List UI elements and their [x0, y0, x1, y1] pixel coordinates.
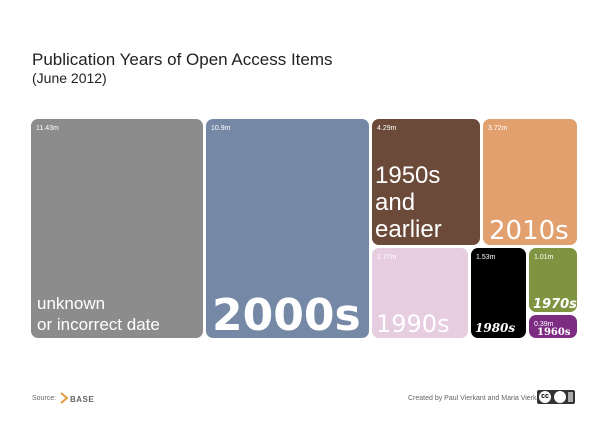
treemap-value-label: 4.29m — [377, 125, 397, 132]
treemap-cell-1: 10.9m 2000s — [206, 119, 369, 341]
treemap-value-label: 10.9m — [211, 125, 231, 132]
credit-text: Created by Paul Vierkant and Maria Vierk… — [408, 395, 547, 402]
treemap-cell-0: 11.43m unknown or incorrect date — [31, 119, 203, 338]
treemap-rect — [529, 315, 577, 338]
treemap-category-label: 1950s — [375, 162, 440, 189]
chart-subtitle: (June 2012) — [32, 70, 107, 86]
treemap-value-label: 1.53m — [476, 254, 496, 261]
source-label: Source: — [32, 395, 57, 402]
treemap-category-label: earlier — [375, 216, 442, 243]
treemap-category-label: 2000s — [212, 290, 361, 341]
treemap-rect — [31, 119, 203, 338]
treemap-value-label: 2.77m — [377, 254, 397, 261]
treemap-rect — [529, 248, 577, 312]
treemap-category-label: 1970s — [533, 297, 577, 312]
treemap-cell-4: 2.77m 1990s — [372, 248, 468, 338]
treemap-category-label: and — [375, 189, 415, 216]
treemap-category-label: or incorrect date — [37, 315, 160, 334]
treemap-rect — [206, 119, 369, 338]
treemap-cell-6: 1.01m 1970s — [529, 248, 577, 312]
treemap-category-label: 1960s — [537, 327, 571, 338]
base-logo-icon — [60, 392, 69, 404]
treemap-category-label: 1990s — [376, 310, 450, 338]
treemap-value-label: 1.01m — [534, 254, 554, 261]
treemap-cell-5: 1.53m 1980s — [471, 248, 526, 338]
creative-commons-icon: cc — [537, 390, 575, 404]
treemap-cell-3: 3.72m 2010s — [483, 119, 577, 246]
treemap-rect — [372, 119, 480, 245]
treemap-category-label: 1980s — [475, 321, 515, 335]
chart-title: Publication Years of Open Access Items — [32, 50, 333, 69]
source-name: BASE — [70, 395, 95, 404]
treemap-rect — [483, 119, 577, 245]
treemap-rect — [372, 248, 468, 338]
treemap-category-label: 2010s — [489, 216, 569, 246]
treemap-value-label: 11.43m — [36, 125, 59, 132]
treemap-value-label: 0.39m — [534, 321, 554, 328]
treemap-rect — [471, 248, 526, 338]
treemap-category-label: unknown — [37, 294, 105, 313]
treemap-value-label: 3.72m — [488, 125, 508, 132]
